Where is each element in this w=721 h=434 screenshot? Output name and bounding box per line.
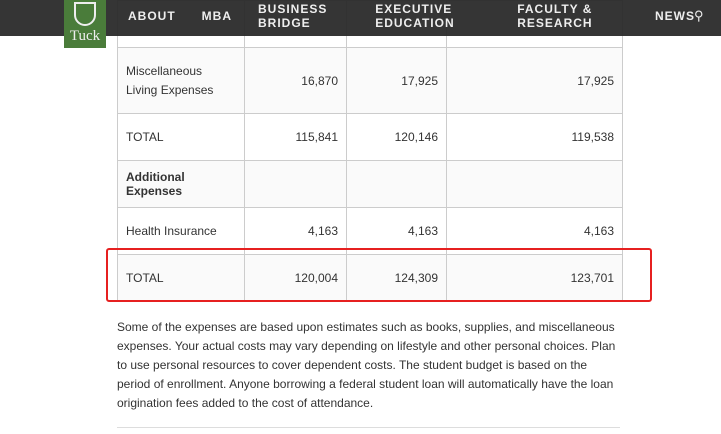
divider xyxy=(117,427,620,428)
table-row: Miscellaneous Living Expenses 16,870 17,92… xyxy=(117,47,623,114)
logo-text: Tuck xyxy=(69,28,101,44)
row-label: Miscellaneous Living Expenses xyxy=(117,47,245,114)
table-row: Additional Expenses xyxy=(117,160,623,208)
top-nav: ABOUT MBA BUSINESS BRIDGE EXECUTIVE EDUC… xyxy=(0,0,721,36)
table-row: Health Insurance 4,163 4,163 4,163 xyxy=(117,207,623,255)
highlight-box xyxy=(106,248,652,302)
nav-about[interactable]: ABOUT xyxy=(128,9,176,23)
nav-mba[interactable]: MBA xyxy=(201,9,232,23)
shield-icon xyxy=(74,2,96,26)
row-label: Health Insurance xyxy=(117,207,245,255)
nav-executive-education[interactable]: EXECUTIVE EDUCATION xyxy=(375,2,455,30)
nav-business-bridge[interactable]: BUSINESS BRIDGE xyxy=(258,2,328,30)
tuck-logo[interactable]: Tuck xyxy=(64,0,106,48)
search-icon[interactable]: ⚲ xyxy=(694,8,704,23)
nav-faculty-research[interactable]: FACULTY & RESEARCH xyxy=(517,2,593,30)
expenses-note: Some of the expenses are based upon esti… xyxy=(117,320,616,410)
row-label: TOTAL xyxy=(117,254,245,301)
nav-news[interactable]: NEWS xyxy=(655,9,695,23)
table-row: TOTAL 115,841 120,146 119,538 xyxy=(117,113,623,161)
row-label: Additional Expenses xyxy=(117,160,245,208)
row-label: TOTAL xyxy=(117,113,245,161)
